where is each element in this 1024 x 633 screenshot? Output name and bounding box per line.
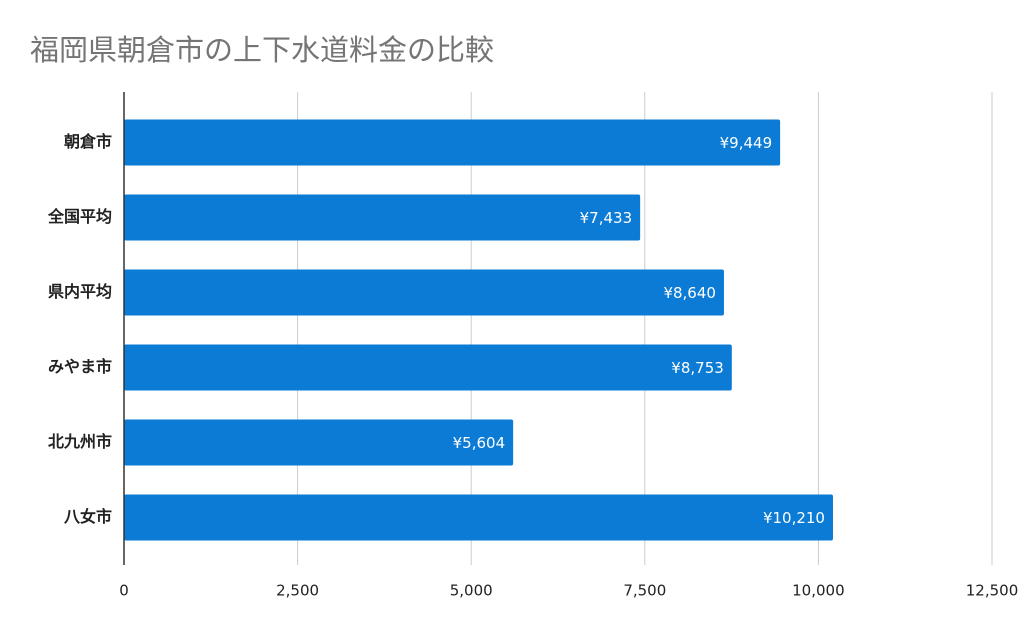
value-label: ¥8,753: [671, 359, 724, 377]
x-tick-label: 12,500: [966, 582, 1019, 600]
x-tick-label: 0: [119, 582, 129, 600]
y-tick-label: 八女市: [63, 507, 112, 526]
value-label: ¥8,640: [663, 284, 716, 302]
chart-title: 福岡県朝倉市の上下水道料金の比較: [30, 33, 494, 67]
y-tick-label: 県内平均: [48, 282, 112, 301]
bar: [124, 119, 781, 166]
bar: [124, 194, 641, 241]
y-tick-label: 朝倉市: [64, 132, 112, 151]
x-tick-label: 10,000: [792, 582, 845, 600]
y-tick-label: みやま市: [48, 357, 112, 376]
x-tick-label: 5,000: [450, 582, 493, 600]
bar: [124, 419, 514, 466]
bar: [124, 344, 732, 391]
bar: [124, 269, 724, 316]
value-label: ¥9,449: [720, 134, 773, 152]
y-tick-label: 北九州市: [48, 432, 112, 451]
value-label: ¥10,210: [763, 509, 825, 527]
x-tick-label: 7,500: [623, 582, 666, 600]
bar: [124, 494, 833, 541]
value-label: ¥7,433: [580, 209, 633, 227]
x-tick-label: 2,500: [276, 582, 319, 600]
value-label: ¥5,604: [453, 434, 506, 452]
y-tick-label: 全国平均: [47, 207, 112, 226]
